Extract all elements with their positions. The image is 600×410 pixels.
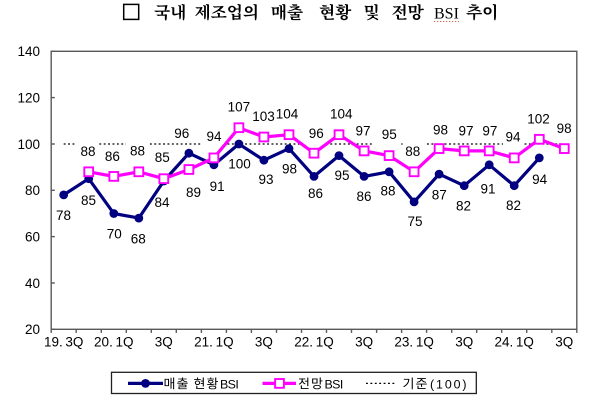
svg-text:89: 89 bbox=[186, 185, 201, 200]
svg-text:98: 98 bbox=[282, 161, 297, 176]
svg-text:21. 1Q: 21. 1Q bbox=[194, 335, 233, 350]
svg-text:22. 1Q: 22. 1Q bbox=[294, 335, 333, 350]
svg-text:23. 1Q: 23. 1Q bbox=[394, 335, 433, 350]
svg-text:95: 95 bbox=[334, 168, 349, 183]
svg-text:94: 94 bbox=[532, 172, 548, 187]
svg-text:3Q: 3Q bbox=[255, 335, 273, 350]
svg-text:84: 84 bbox=[154, 195, 170, 210]
svg-text:104: 104 bbox=[276, 106, 299, 121]
svg-text:24. 1Q: 24. 1Q bbox=[494, 335, 533, 350]
svg-text:86: 86 bbox=[105, 149, 120, 164]
svg-text:60: 60 bbox=[25, 229, 40, 244]
svg-text:85: 85 bbox=[81, 193, 96, 208]
svg-text:86: 86 bbox=[356, 189, 371, 204]
svg-text:91: 91 bbox=[480, 181, 495, 196]
svg-text:103: 103 bbox=[252, 109, 275, 124]
svg-text:98: 98 bbox=[557, 121, 572, 136]
svg-text:68: 68 bbox=[131, 231, 146, 246]
svg-text:BSI: BSI bbox=[325, 377, 343, 391]
svg-text:97: 97 bbox=[482, 123, 497, 138]
svg-text:BSI: BSI bbox=[434, 5, 459, 22]
svg-text:102: 102 bbox=[527, 111, 550, 126]
svg-text:93: 93 bbox=[258, 172, 273, 187]
svg-text:70: 70 bbox=[107, 227, 122, 242]
svg-text:140: 140 bbox=[17, 44, 40, 59]
svg-text:88: 88 bbox=[130, 144, 145, 159]
svg-text:100: 100 bbox=[17, 137, 40, 152]
svg-text:40: 40 bbox=[25, 276, 40, 291]
svg-text:19. 3Q: 19. 3Q bbox=[44, 335, 83, 350]
svg-text:96: 96 bbox=[309, 126, 324, 141]
svg-text:96: 96 bbox=[174, 126, 189, 141]
svg-text:97: 97 bbox=[458, 123, 473, 138]
svg-text:95: 95 bbox=[382, 127, 397, 142]
svg-text:20: 20 bbox=[25, 322, 40, 337]
svg-text:100: 100 bbox=[228, 156, 251, 171]
svg-text:3Q: 3Q bbox=[155, 335, 173, 350]
svg-text:88: 88 bbox=[405, 144, 420, 159]
svg-text:75: 75 bbox=[407, 214, 422, 229]
svg-text:20. 1Q: 20. 1Q bbox=[94, 335, 133, 350]
svg-text:120: 120 bbox=[17, 90, 40, 105]
svg-text:88: 88 bbox=[80, 144, 95, 159]
svg-text:3Q: 3Q bbox=[555, 335, 573, 350]
svg-text:82: 82 bbox=[456, 198, 471, 213]
svg-text:87: 87 bbox=[432, 188, 447, 203]
svg-text:104: 104 bbox=[330, 106, 353, 121]
svg-text:(100): (100) bbox=[430, 377, 468, 391]
svg-text:98: 98 bbox=[433, 123, 448, 138]
svg-text:BSI: BSI bbox=[220, 377, 238, 391]
svg-text:88: 88 bbox=[380, 184, 395, 199]
svg-text:78: 78 bbox=[56, 208, 71, 223]
svg-text:85: 85 bbox=[155, 150, 170, 165]
svg-text:86: 86 bbox=[308, 186, 323, 201]
svg-text:94: 94 bbox=[206, 129, 222, 144]
svg-text:3Q: 3Q bbox=[355, 335, 373, 350]
svg-text:82: 82 bbox=[506, 198, 521, 213]
svg-text:80: 80 bbox=[25, 183, 40, 198]
svg-text:3Q: 3Q bbox=[455, 335, 473, 350]
svg-text:107: 107 bbox=[228, 99, 251, 114]
svg-text:91: 91 bbox=[210, 179, 225, 194]
svg-text:94: 94 bbox=[505, 129, 521, 144]
svg-text:97: 97 bbox=[355, 123, 370, 138]
